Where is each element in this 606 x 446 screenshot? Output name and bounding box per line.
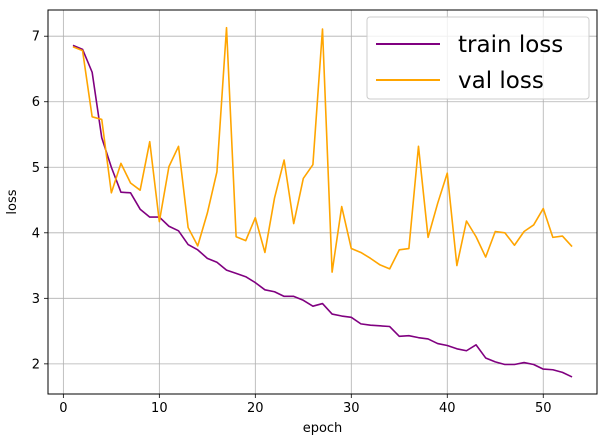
y-axis-label: loss (5, 189, 20, 214)
x-tick-label: 40 (439, 401, 456, 416)
legend-label-train-loss: train loss (458, 32, 563, 58)
series-line-val-loss (72, 26, 573, 273)
series-layer (72, 26, 573, 378)
x-tick-label: 50 (535, 401, 552, 416)
x-axis-label: epoch (303, 421, 343, 436)
series-line-train-loss (72, 44, 573, 378)
y-tick-label: 5 (32, 161, 40, 176)
x-tick-label: 0 (59, 401, 67, 416)
x-tick-label: 10 (151, 401, 168, 416)
x-tick-label: 30 (343, 401, 360, 416)
legend-box (366, 16, 590, 100)
y-tick-label: 2 (32, 357, 40, 372)
y-tick-label: 3 (32, 292, 40, 307)
x-tick-label: 20 (247, 401, 264, 416)
legend: train loss val loss (366, 16, 590, 100)
y-tick-label: 7 (32, 30, 40, 45)
plot-frame (47, 9, 598, 395)
legend-label-val-loss: val loss (458, 68, 544, 94)
y-tick-label: 4 (32, 226, 40, 241)
y-tick-label: 6 (32, 95, 40, 110)
ticks-layer: 0 10 20 30 40 50 2 3 4 5 6 7 (32, 30, 552, 416)
